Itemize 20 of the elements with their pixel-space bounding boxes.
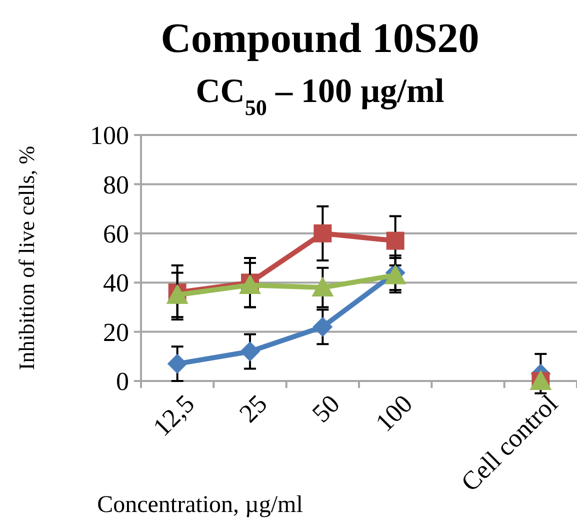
chart-title: Compound 10S20 [160, 16, 480, 62]
point [312, 316, 333, 337]
x-tick-label: 12,5 [147, 389, 200, 442]
x-tick-label: 25 [234, 389, 273, 428]
y-tick-label: 80 [103, 170, 129, 200]
x-tick-label: 100 [370, 389, 418, 438]
point [240, 341, 260, 362]
y-tick-label: 0 [116, 367, 129, 396]
chart-subtitle: CC$_{50}$ – 100 µg/ml [196, 73, 444, 120]
y-axis-title: Inhibition of live cells, % [14, 146, 39, 370]
y-tick-label: 20 [103, 318, 129, 347]
x-tick-label: 50 [306, 389, 346, 428]
point [314, 224, 332, 242]
x-axis-title: Concentration, µg/ml [97, 492, 304, 518]
y-tick-label: 100 [90, 121, 129, 150]
point [312, 276, 334, 297]
point [167, 354, 188, 374]
point [386, 232, 404, 250]
y-tick-label: 60 [103, 220, 129, 248]
y-tick-label: 40 [103, 268, 129, 298]
